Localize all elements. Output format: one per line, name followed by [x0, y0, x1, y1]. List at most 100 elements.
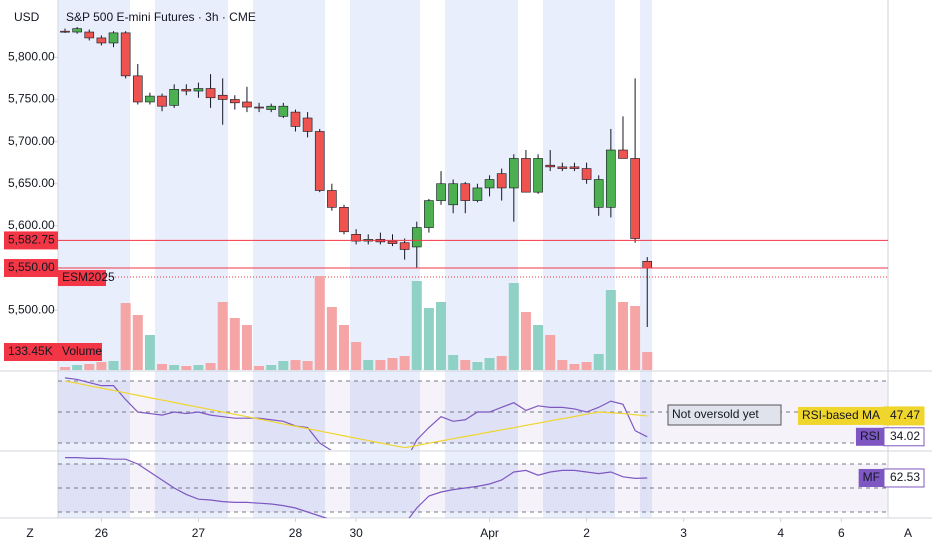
candle-body: [533, 158, 543, 193]
y-tick-label: 5,800.00: [8, 49, 55, 63]
volume-bar: [617, 302, 628, 370]
volume-bar: [108, 361, 119, 370]
volume-bar: [520, 312, 531, 370]
volume-bar: [266, 365, 277, 370]
volume-bar: [241, 325, 252, 370]
indicator-value: 34.02: [890, 429, 920, 443]
volume-bar: [351, 342, 362, 370]
candle-body: [254, 106, 264, 109]
candle-body: [145, 95, 155, 103]
x-tick-label: 27: [192, 526, 206, 540]
candle-body: [642, 260, 653, 269]
candle-body: [302, 117, 313, 132]
volume-bar: [605, 290, 616, 370]
symbol-label-bg: [58, 270, 106, 287]
candle-body: [108, 32, 119, 44]
volume-bar: [326, 307, 337, 370]
price-label: 5,582.75: [8, 233, 55, 247]
volume-bar: [157, 364, 168, 370]
candle-body: [327, 190, 337, 208]
volume-bar: [363, 360, 374, 370]
candle-body: [278, 105, 289, 117]
candle-body: [436, 183, 446, 201]
volume-bar: [460, 360, 471, 370]
candle-body: [606, 149, 616, 208]
candle-body: [424, 200, 434, 228]
session-bands: [58, 0, 652, 518]
candle-body: [630, 158, 640, 239]
volume-bar: [60, 367, 70, 370]
volume-bar: [630, 306, 641, 370]
volume-bar: [217, 302, 228, 370]
volume-bar: [484, 357, 495, 370]
volume-bar: [132, 314, 143, 370]
volume-label-bg: [4, 343, 58, 361]
x-tick-label: Apr: [480, 526, 499, 540]
candle-body: [411, 227, 422, 248]
volume-bar: [642, 351, 653, 370]
indicator-label-bg: [797, 406, 884, 425]
price-label-bg: [4, 259, 58, 278]
volume-bar: [557, 360, 568, 370]
price-pane: [60, 26, 653, 370]
volume-bar: [448, 354, 459, 370]
price-label-bg: [4, 231, 58, 250]
candle-body: [290, 111, 301, 127]
candle-body: [230, 99, 240, 104]
candle-body: [217, 94, 228, 100]
candle-body: [496, 173, 507, 189]
volume-bar: [84, 364, 95, 370]
candle-body: [132, 75, 143, 103]
y-tick-label: 5,650.00: [8, 176, 55, 190]
x-tick-label: 3: [680, 526, 687, 540]
volume-bar: [399, 355, 410, 370]
indicator-name: RSI: [860, 429, 880, 443]
indicator-line: [65, 457, 648, 518]
chart-title: S&P 500 E-mini Futures · 3h · CME: [66, 10, 256, 24]
y-tick-label: 5,600.00: [8, 218, 55, 232]
x-tick-label: 26: [95, 526, 109, 540]
indicator-line: [64, 380, 648, 449]
candle-body: [242, 101, 252, 108]
volume-bar: [302, 361, 313, 370]
volume-bar: [290, 360, 301, 370]
volume-bar: [569, 364, 580, 370]
volume-bar: [387, 357, 398, 370]
volume-bar: [411, 281, 422, 370]
candle-body: [484, 179, 495, 189]
button[interactable]: A: [904, 526, 912, 540]
volume-bar: [229, 317, 240, 370]
candle-body: [387, 240, 398, 244]
volume-bar: [545, 334, 556, 370]
candle-body: [205, 88, 216, 99]
candle-body: [181, 89, 192, 92]
x-tick-label: 4: [777, 526, 784, 540]
indicator-name: MF: [863, 470, 880, 484]
volume-bar: [181, 366, 192, 370]
y-tick-label: 5,700.00: [8, 134, 55, 148]
x-tick-label: 30: [349, 526, 363, 540]
volume-bar: [314, 276, 325, 370]
volume-name-bg: [58, 343, 102, 361]
volume-bar: [375, 360, 386, 370]
candle-body: [339, 207, 349, 233]
candle-body: [521, 158, 531, 193]
indicator-value: 62.53: [890, 470, 920, 484]
symbol-label: ESM2025: [62, 270, 115, 284]
price-label: 5,550.00: [8, 260, 55, 274]
volume-bar: [278, 361, 289, 370]
volume-bar: [120, 303, 131, 370]
volume-bar: [96, 362, 107, 370]
candle-body: [399, 242, 410, 250]
volume-bar: [508, 283, 519, 370]
candle-body: [157, 95, 167, 107]
y-tick-label: 5,750.00: [8, 92, 55, 106]
candle-body: [84, 31, 95, 39]
volume-bar: [338, 325, 349, 370]
button[interactable]: Z: [26, 526, 33, 540]
indicator-pane: [58, 457, 888, 518]
indicator-name: RSI-based MA: [802, 408, 880, 422]
indicator-line: [64, 377, 648, 450]
indicator-label-bg: [855, 427, 884, 446]
volume-bar: [436, 302, 447, 370]
